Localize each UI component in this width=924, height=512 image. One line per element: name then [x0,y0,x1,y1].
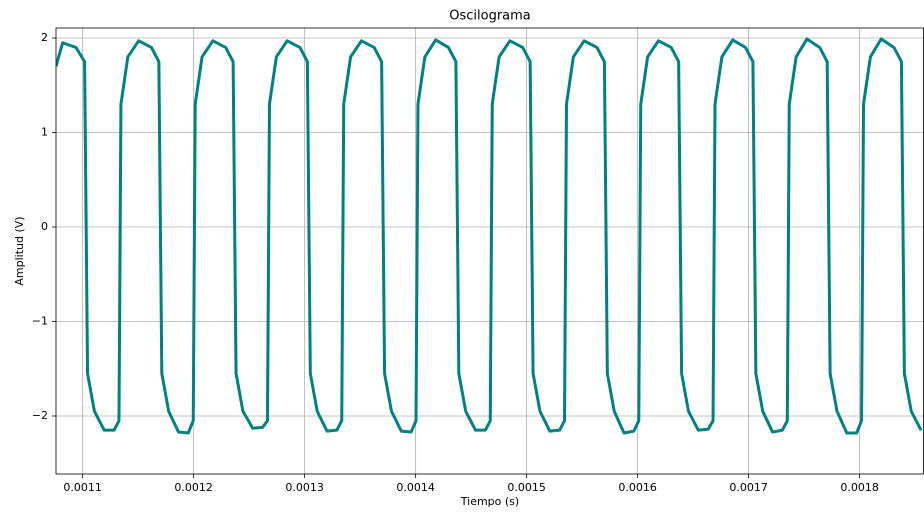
y-axis-label: Amplitud (V) [13,216,26,285]
y-tick-label: 1 [41,126,48,139]
x-axis-label: Tiempo (s) [460,495,519,508]
x-tick-label: 0.0017 [729,481,768,494]
x-tick-label: 0.0012 [174,481,213,494]
x-tick-label: 0.0015 [507,481,546,494]
x-tick-label: 0.0011 [63,481,102,494]
x-tick-label: 0.0013 [285,481,324,494]
signal-line [56,37,923,435]
plot-area [56,37,923,435]
y-tick-label: 0 [41,220,48,233]
x-tick-label: 0.0014 [396,481,435,494]
chart-title: Oscilograma [449,9,531,24]
y-tick-label: −2 [32,409,48,422]
grid [56,28,924,474]
y-tick-label: 2 [41,31,48,44]
y-tick-label: −1 [32,314,48,327]
x-tick-label: 0.0016 [618,481,657,494]
x-tick-label: 0.0018 [840,481,879,494]
